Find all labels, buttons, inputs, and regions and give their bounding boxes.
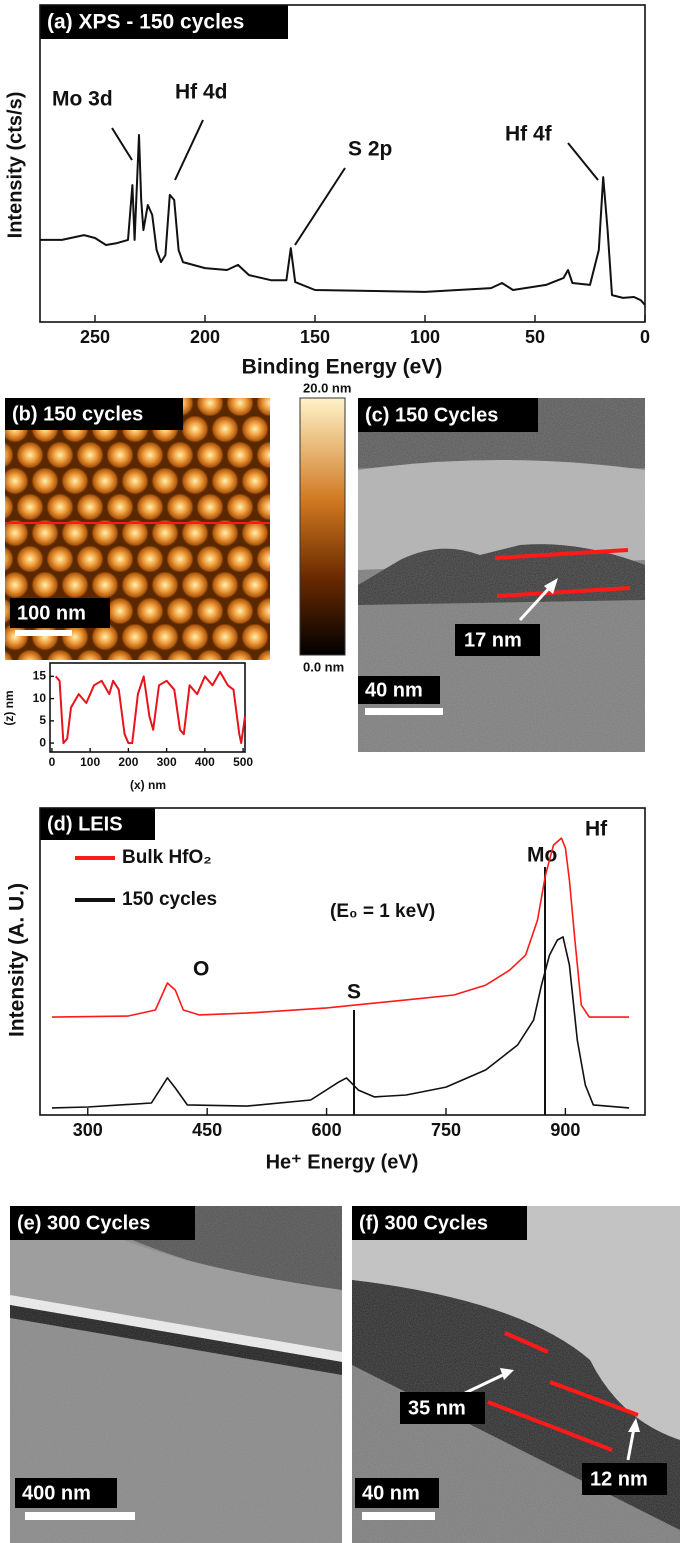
scale-bar (365, 708, 443, 715)
x-tick-label: 600 (312, 1120, 342, 1140)
data-line (54, 670, 246, 745)
label-box (355, 1478, 439, 1508)
label-box (582, 1463, 667, 1495)
x-tick-label: 100 (410, 327, 440, 347)
x-tick-label: 200 (190, 327, 220, 347)
x-tick-label: 300 (157, 755, 177, 769)
panel-label: (b) 150 cycles (12, 403, 143, 425)
label-box (10, 1206, 195, 1240)
x-tick-label: 450 (192, 1120, 222, 1140)
panel-label: (e) 300 Cycles (17, 1212, 150, 1234)
x-tick-label: 150 (300, 327, 330, 347)
label-box (400, 1392, 485, 1424)
scale-bar (25, 1512, 135, 1520)
marker-line (494, 548, 629, 560)
label-box (5, 398, 183, 430)
thickness-label: 12 nm (590, 1468, 648, 1490)
x-tick-label: 300 (73, 1120, 103, 1140)
arrow (518, 583, 554, 622)
label-box (455, 624, 540, 656)
x-axis-label: He⁺ Energy (eV) (266, 1151, 419, 1173)
x-tick-label: 900 (550, 1120, 580, 1140)
data-line (51, 936, 630, 1109)
colorbar-max: 20.0 nm (303, 380, 351, 395)
plot-frame (39, 807, 646, 1116)
panel-d: (d) LEIS Hf Mo (E₀ = 1 keV) O S Intensit… (6, 808, 608, 1173)
thickness-label: 35 nm (408, 1397, 466, 1419)
panel-b: (b) 150 cycles 100 nm 20.0 nm 0.0 nm (z)… (2, 380, 351, 792)
arrow (626, 1427, 636, 1461)
annotation: O (193, 958, 209, 981)
data-line (51, 837, 630, 1018)
annotation: Hf 4f (505, 123, 553, 146)
panel-a: (a) XPS - 150 cycles Mo 3d Hf 4d S 2p Hf… (4, 5, 599, 379)
x-axis-label: Binding Energy (eV) (242, 356, 443, 379)
data-line (40, 134, 646, 306)
x-tick-label: 0 (640, 327, 650, 347)
y-axis-label: Intensity (A. U.) (6, 883, 29, 1037)
plot-frame (39, 4, 646, 323)
x-tick-label: 250 (80, 327, 110, 347)
x-tick-label: 500 (233, 755, 253, 769)
y-tick-label: 5 (39, 713, 46, 727)
scale-bar-label: 400 nm (22, 1482, 91, 1504)
pointer (174, 119, 204, 181)
x-tick-label: 750 (431, 1120, 461, 1140)
legend-label: 150 cycles (122, 889, 217, 910)
marker-line (496, 586, 631, 598)
label-box (15, 1478, 117, 1508)
arrow-head (544, 578, 558, 594)
panel-f: (f) 300 Cycles 35 nm 12 nm 40 nm (352, 1206, 680, 1543)
annotation: Hf 4d (175, 81, 228, 104)
label-box (40, 808, 155, 840)
label-box (352, 1206, 527, 1240)
annotation: Hf (585, 818, 608, 841)
panel-e: (e) 300 Cycles 400 nm (10, 1206, 342, 1543)
panel-title: (d) LEIS (47, 813, 123, 835)
scale-bar-label: 40 nm (362, 1482, 420, 1504)
label-box (358, 676, 440, 704)
arrow-head (628, 1418, 640, 1432)
marker-line (504, 1331, 549, 1354)
x-tick-label: 0 (49, 755, 56, 769)
label-box (10, 598, 110, 628)
scale-bar-label: 100 nm (17, 602, 86, 624)
marker-line (549, 1380, 639, 1417)
annotation: (E₀ = 1 keV) (330, 901, 435, 922)
panel-label: (c) 150 Cycles (365, 404, 498, 426)
annotation: S 2p (348, 138, 392, 161)
scale-bar-label: 40 nm (365, 679, 423, 701)
x-tick-label: 50 (525, 327, 545, 347)
annotation: S (347, 981, 361, 1004)
x-axis-label: (x) nm (130, 778, 166, 792)
x-tick-label: 200 (118, 755, 138, 769)
scale-bar (15, 630, 72, 636)
panel-title: (a) XPS - 150 cycles (47, 11, 244, 34)
y-axis-label: (z) nm (2, 690, 16, 725)
arrow-head (500, 1368, 514, 1380)
annotation: Mo 3d (52, 88, 113, 111)
y-axis-label: Intensity (cts/s) (4, 92, 26, 239)
pointer (567, 142, 599, 181)
panel-c: (c) 150 Cycles 17 nm 40 nm (358, 398, 645, 752)
legend-label: Bulk HfO₂ (122, 847, 212, 868)
x-tick-label: 100 (80, 755, 100, 769)
y-tick-label: 0 (39, 735, 46, 749)
pointer (294, 167, 346, 246)
colorbar-min: 0.0 nm (303, 659, 344, 674)
x-tick-label: 400 (195, 755, 215, 769)
y-tick-label: 10 (33, 691, 47, 705)
plot-frame (49, 662, 246, 753)
y-tick-label: 15 (33, 669, 47, 683)
scale-bar (362, 1512, 435, 1520)
thickness-label: 17 nm (464, 629, 522, 651)
panel-label: (f) 300 Cycles (359, 1212, 488, 1234)
label-box (40, 5, 288, 39)
pointer (111, 127, 133, 161)
arrow (464, 1372, 506, 1395)
colorbar (299, 397, 346, 656)
label-box (358, 398, 538, 432)
marker-line (487, 1400, 613, 1452)
